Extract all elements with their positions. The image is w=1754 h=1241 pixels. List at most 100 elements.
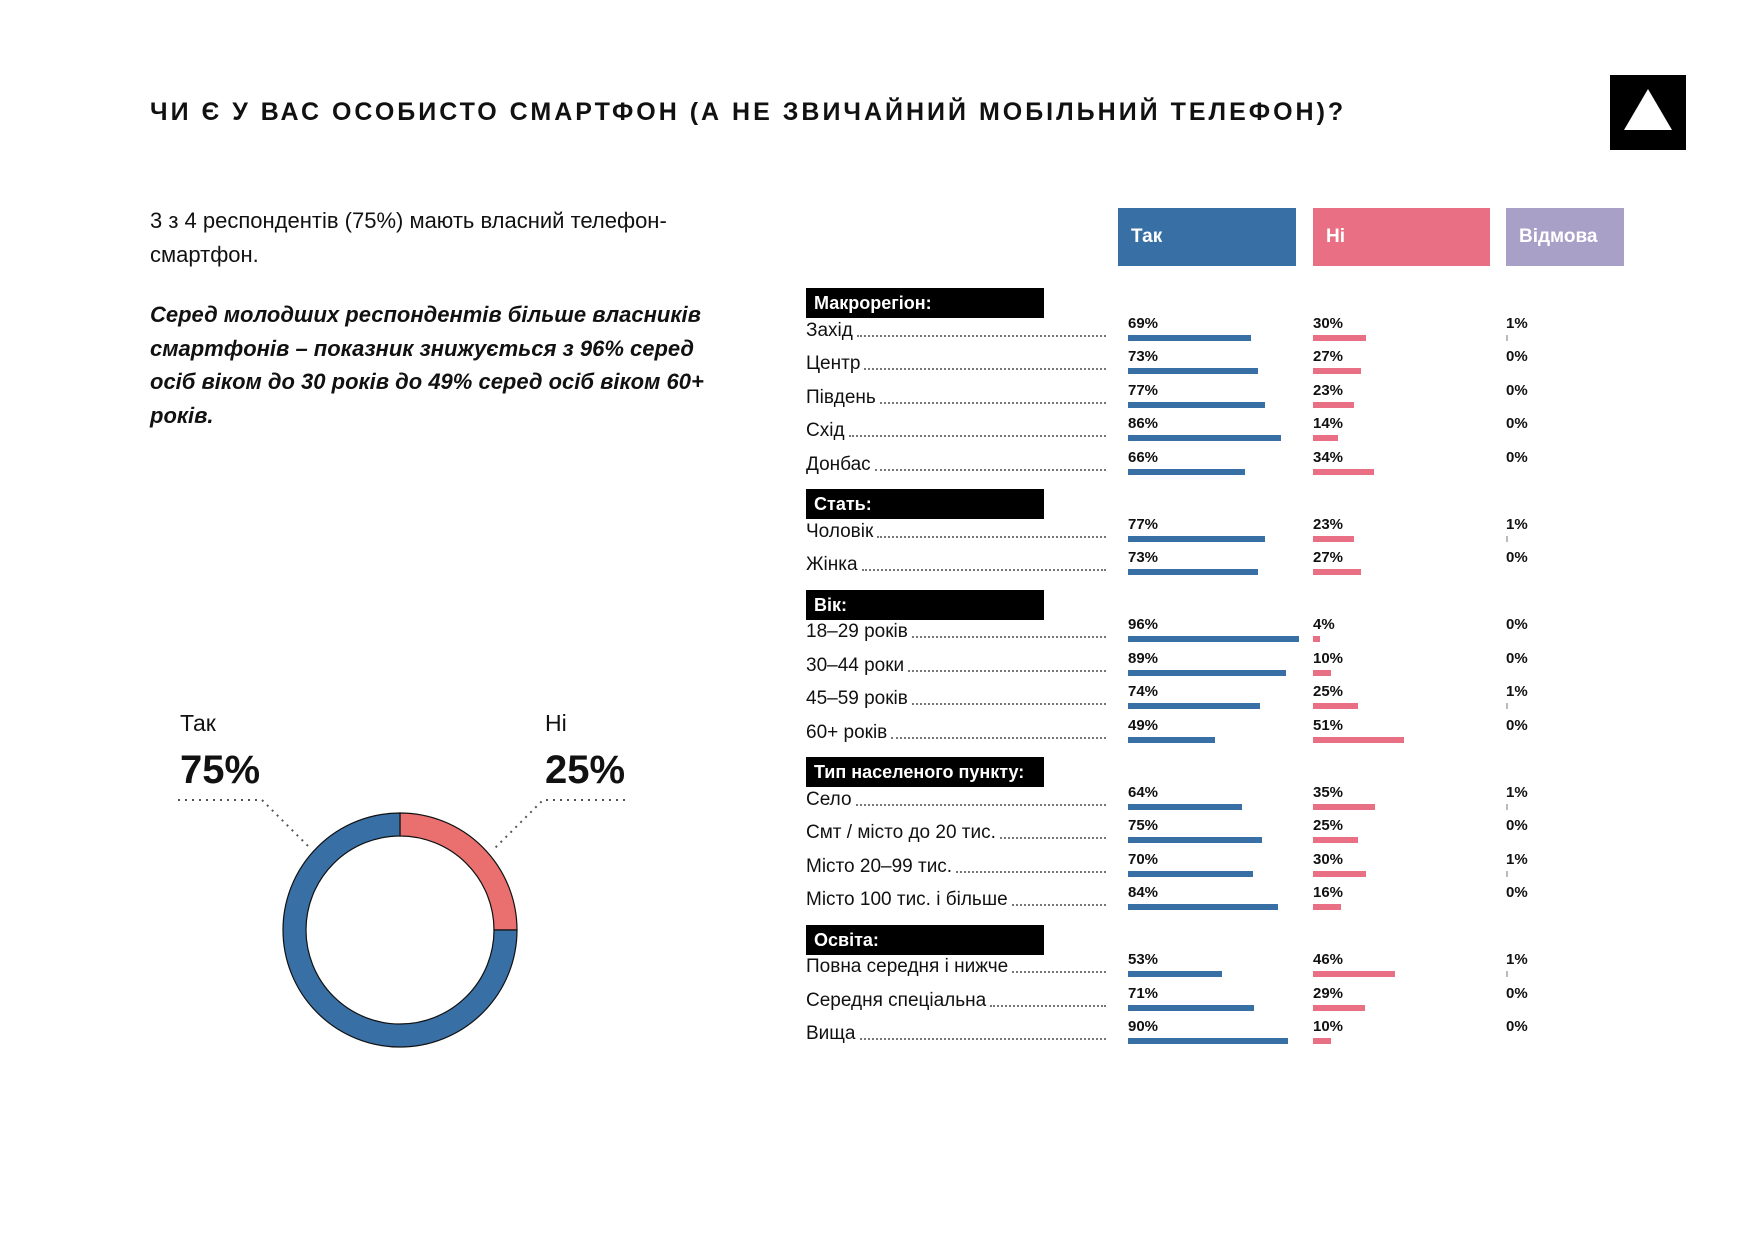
value-label-no: 34% bbox=[1313, 448, 1344, 466]
value-label-yes: 53% bbox=[1128, 951, 1159, 968]
value-label-no: 23% bbox=[1313, 515, 1344, 533]
bar-no bbox=[1313, 401, 1354, 408]
value-label-yes: 86% bbox=[1128, 415, 1159, 432]
bar-no bbox=[1313, 971, 1395, 977]
leader-line-yes bbox=[178, 799, 311, 849]
value-label-yes: 70% bbox=[1128, 850, 1159, 868]
bar-refuse bbox=[1506, 870, 1508, 877]
dotted-leader bbox=[911, 703, 1106, 705]
bar-no bbox=[1313, 334, 1367, 341]
page-title: ЧИ Є У ВАС ОСОБИСТО СМАРТФОН (А НЕ ЗВИЧА… bbox=[150, 98, 1347, 126]
bar-yes bbox=[1128, 368, 1258, 374]
row-label-text: 45–59 років bbox=[806, 688, 912, 710]
value-label-refuse: 0% bbox=[1506, 984, 1528, 1002]
value-label-refuse: 0% bbox=[1506, 448, 1528, 466]
bar-no bbox=[1313, 736, 1404, 743]
leader-line-no bbox=[492, 799, 625, 851]
value-label-no: 10% bbox=[1313, 649, 1344, 667]
bar-no bbox=[1313, 837, 1358, 843]
value-label-refuse: 0% bbox=[1506, 415, 1528, 432]
row-label-text: Смт / місто до 20 тис. bbox=[806, 822, 1000, 844]
value-label-yes: 75% bbox=[1128, 817, 1159, 834]
bar-yes bbox=[1128, 669, 1287, 676]
dotted-leader bbox=[891, 736, 1106, 739]
value-label-refuse: 1% bbox=[1506, 850, 1528, 868]
value-label-refuse: 1% bbox=[1506, 683, 1528, 700]
value-label-yes: 49% bbox=[1128, 716, 1159, 734]
value-label-no: 35% bbox=[1313, 783, 1344, 801]
value-label-yes: 71% bbox=[1128, 984, 1159, 1002]
value-label-refuse: 0% bbox=[1506, 1018, 1528, 1035]
bar-yes bbox=[1128, 569, 1258, 575]
bar-no bbox=[1313, 569, 1362, 575]
section-header: Тип населеного пункту: bbox=[806, 757, 1044, 787]
bar-no bbox=[1313, 435, 1338, 441]
donut-label-yes: Так bbox=[180, 710, 216, 736]
dotted-leader bbox=[874, 468, 1106, 471]
donut-label-no: Ні bbox=[545, 710, 567, 736]
value-label-refuse: 0% bbox=[1506, 549, 1528, 566]
value-label-no: 29% bbox=[1313, 984, 1344, 1002]
row-label-text: Чоловік bbox=[806, 520, 878, 543]
value-label-no: 23% bbox=[1313, 381, 1344, 399]
dotted-leader bbox=[848, 435, 1106, 437]
bar-yes bbox=[1128, 837, 1262, 843]
value-label-yes: 66% bbox=[1128, 448, 1159, 466]
dotted-leader bbox=[956, 870, 1106, 873]
row-label: Місто 100 тис. і більше bbox=[806, 887, 1106, 911]
row-label-text: Село bbox=[806, 788, 856, 811]
bar-refuse bbox=[1506, 334, 1508, 341]
value-label-refuse: 0% bbox=[1506, 616, 1528, 633]
value-label-yes: 90% bbox=[1128, 1018, 1159, 1035]
section-header: Стать: bbox=[806, 489, 1044, 519]
dotted-leader bbox=[861, 569, 1106, 571]
bar-yes bbox=[1128, 636, 1299, 642]
section-header: Освіта: bbox=[806, 924, 1044, 955]
row-label-text: Місто 20–99 тис. bbox=[806, 855, 957, 878]
bar-yes bbox=[1128, 904, 1278, 910]
row-label: Середня спеціальна bbox=[806, 988, 1106, 1012]
bar-yes bbox=[1128, 736, 1216, 743]
section-header: Вік: bbox=[806, 589, 1044, 620]
bar-no bbox=[1313, 669, 1331, 676]
bar-yes bbox=[1128, 803, 1242, 810]
value-label-yes: 96% bbox=[1128, 616, 1159, 633]
row-label: Місто 20–99 тис. bbox=[806, 854, 1106, 878]
value-label-no: 16% bbox=[1313, 884, 1344, 901]
value-label-refuse: 0% bbox=[1506, 716, 1528, 734]
value-label-refuse: 1% bbox=[1506, 515, 1528, 533]
value-label-yes: 73% bbox=[1128, 549, 1159, 566]
value-label-yes: 77% bbox=[1128, 381, 1159, 399]
row-label-text: 60+ років bbox=[806, 721, 892, 744]
value-label-no: 46% bbox=[1313, 951, 1344, 968]
value-label-no: 25% bbox=[1313, 817, 1344, 834]
bar-refuse bbox=[1506, 971, 1508, 977]
value-label-yes: 84% bbox=[1128, 884, 1159, 901]
row-label-text: Місто 100 тис. і більше bbox=[806, 889, 1012, 911]
value-label-no: 30% bbox=[1313, 314, 1344, 332]
row-label-text: Південь bbox=[806, 386, 880, 409]
donut-slice-yes bbox=[282, 812, 518, 1048]
row-label: Смт / місто до 20 тис. bbox=[806, 820, 1106, 844]
bar-no bbox=[1313, 904, 1342, 910]
bar-no bbox=[1313, 803, 1376, 810]
dotted-leader bbox=[1011, 904, 1106, 906]
value-label-no: 4% bbox=[1313, 616, 1335, 633]
row-label: Жінка bbox=[806, 552, 1106, 576]
value-label-refuse: 1% bbox=[1506, 314, 1528, 332]
row-label: Село bbox=[806, 787, 1106, 811]
dotted-leader bbox=[911, 636, 1106, 638]
bar-no bbox=[1313, 368, 1362, 374]
value-label-refuse: 1% bbox=[1506, 951, 1528, 968]
bar-no bbox=[1313, 1038, 1331, 1044]
value-label-refuse: 0% bbox=[1506, 381, 1528, 399]
bar-yes bbox=[1128, 468, 1246, 475]
dotted-leader bbox=[990, 1004, 1106, 1007]
row-label-text: 18–29 років bbox=[806, 621, 912, 643]
bar-yes bbox=[1128, 435, 1282, 441]
value-label-yes: 73% bbox=[1128, 348, 1159, 365]
row-label: Вища bbox=[806, 1021, 1106, 1045]
bar-yes bbox=[1128, 535, 1266, 542]
row-label: 30–44 роки bbox=[806, 653, 1106, 677]
row-label: 45–59 років bbox=[806, 686, 1106, 710]
